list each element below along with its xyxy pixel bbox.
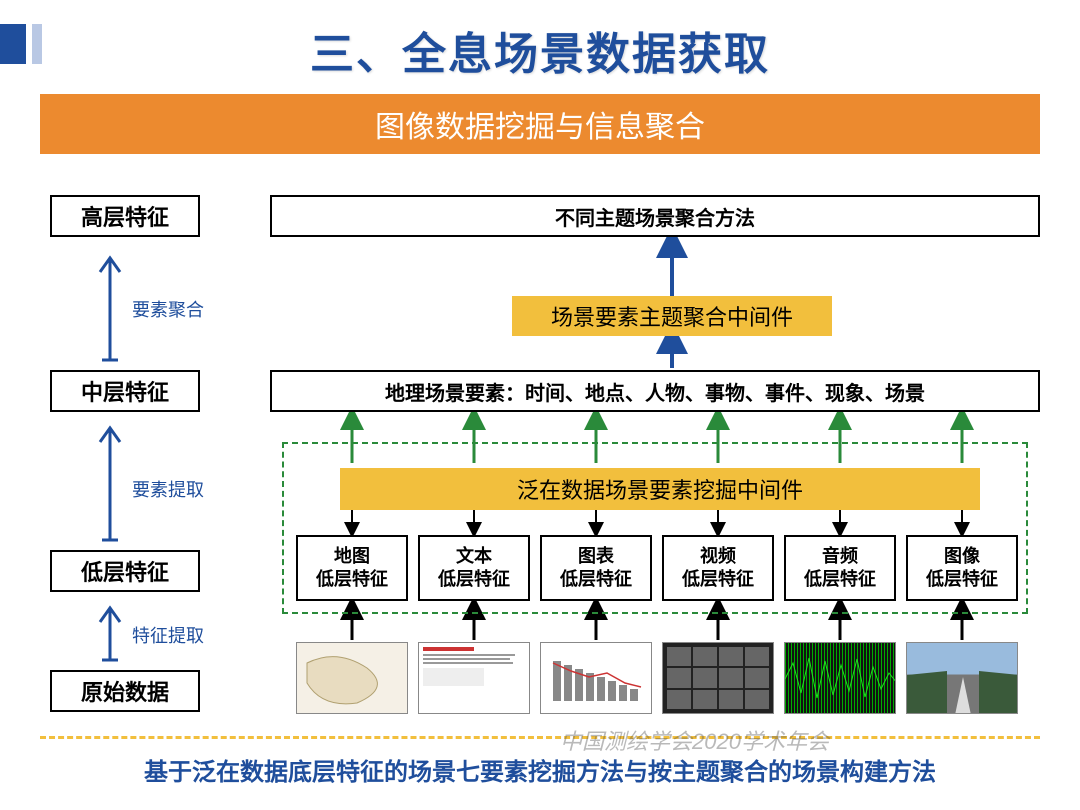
feature-chart: 图表 低层特征 bbox=[540, 535, 652, 601]
thumb-image bbox=[906, 642, 1018, 714]
footer-divider bbox=[40, 736, 1040, 739]
level-low: 低层特征 bbox=[50, 550, 200, 592]
label-aggregate: 要素聚合 bbox=[132, 296, 204, 322]
thumb-audio bbox=[784, 642, 896, 714]
feature-video: 视频 低层特征 bbox=[662, 535, 774, 601]
feature-text: 文本 低层特征 bbox=[418, 535, 530, 601]
feature-audio: 音频 低层特征 bbox=[784, 535, 896, 601]
slide-title: 三、全息场景数据获取 bbox=[0, 0, 1080, 94]
high-method-box: 不同主题场景聚合方法 bbox=[270, 195, 1040, 237]
thumb-video bbox=[662, 642, 774, 714]
title-accent-bars bbox=[0, 24, 42, 64]
label-extract: 要素提取 bbox=[132, 476, 204, 502]
low-middleware-box: 泛在数据场景要素挖掘中间件 bbox=[340, 468, 980, 510]
footer-caption: 基于泛在数据底层特征的场景七要素挖掘方法与按主题聚合的场景构建方法 bbox=[0, 752, 1080, 787]
feature-map: 地图 低层特征 bbox=[296, 535, 408, 601]
level-high: 高层特征 bbox=[50, 195, 200, 237]
thumb-map bbox=[296, 642, 408, 714]
mid-middleware-box: 场景要素主题聚合中间件 bbox=[512, 296, 832, 336]
thumb-text bbox=[418, 642, 530, 714]
thumb-chart bbox=[540, 642, 652, 714]
mid-elements-box: 地理场景要素：时间、地点、人物、事物、事件、现象、场景 bbox=[270, 370, 1040, 412]
level-raw: 原始数据 bbox=[50, 670, 200, 712]
level-mid: 中层特征 bbox=[50, 370, 200, 412]
section-banner: 图像数据挖掘与信息聚合 bbox=[40, 94, 1040, 154]
label-feature-extract: 特征提取 bbox=[132, 622, 204, 648]
feature-image: 图像 低层特征 bbox=[906, 535, 1018, 601]
